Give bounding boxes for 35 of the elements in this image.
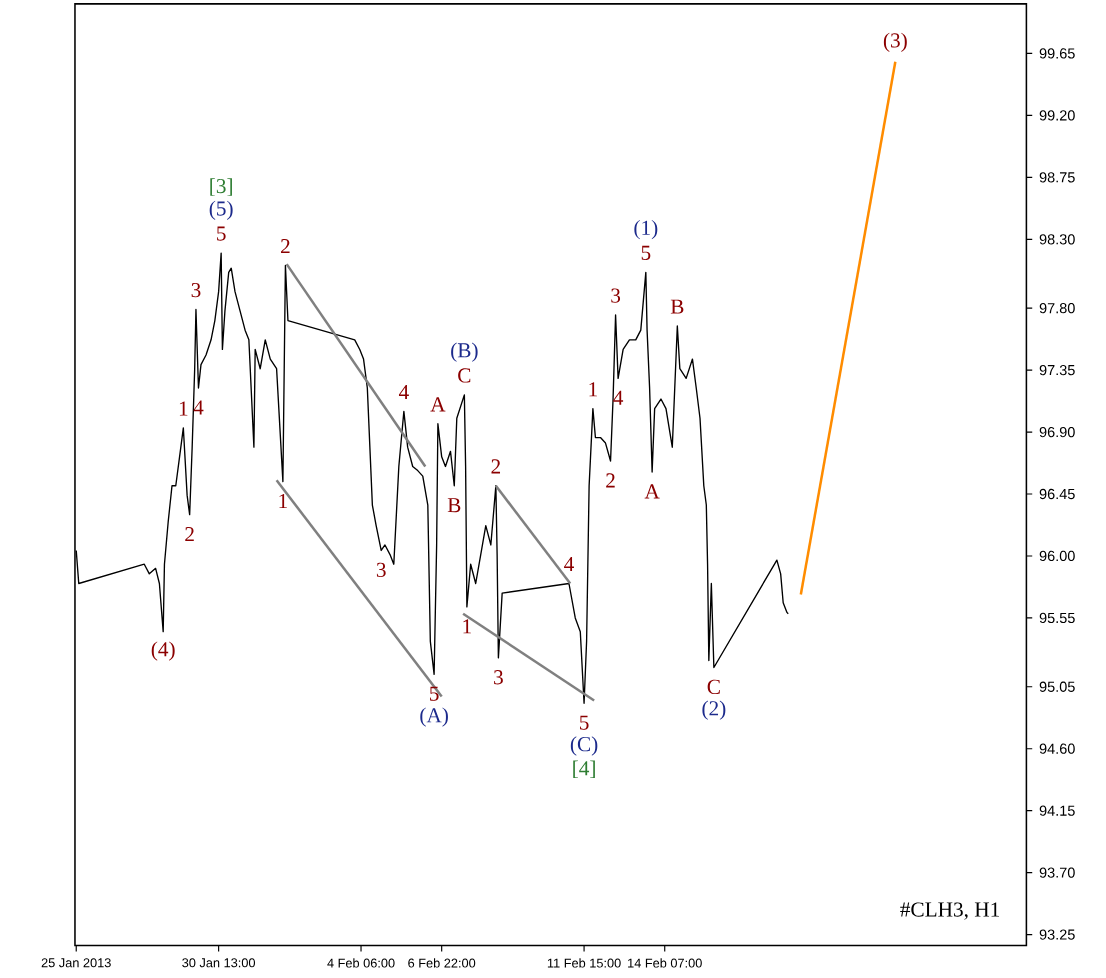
annotation: 2: [491, 459, 501, 474]
annotation: C: [458, 368, 471, 383]
annotation: 2: [281, 238, 290, 253]
annotation: 2: [606, 473, 615, 488]
annotation: B: [670, 299, 684, 314]
annotation: (2): [702, 700, 726, 720]
annotation: 2: [185, 526, 194, 541]
annotation: 5: [430, 686, 439, 701]
annotation: 5: [217, 226, 226, 241]
annotation: (1): [634, 219, 658, 239]
annotation: 3: [494, 669, 503, 685]
annotation: 3: [191, 282, 201, 297]
annotation: (B): [451, 342, 478, 362]
annotation: 5: [580, 715, 589, 730]
annotation: 1: [279, 493, 287, 508]
annotation: (5): [209, 200, 233, 220]
annotation: 1: [589, 381, 597, 396]
annotation: A: [430, 397, 446, 412]
annotation: [3]: [210, 177, 232, 196]
annotation: 1: [463, 619, 471, 634]
annotation: C: [707, 679, 720, 694]
annotation: (A): [420, 707, 448, 727]
annotation: (C): [570, 736, 598, 756]
annotation: 5: [641, 245, 651, 260]
annotation: (3): [883, 32, 907, 52]
annotation: 1: [179, 401, 188, 416]
annotation: [4]: [573, 760, 595, 778]
annotation: A: [644, 484, 660, 499]
annotation: 3: [376, 562, 386, 577]
annotation: 4: [398, 384, 409, 399]
annotation: 4: [564, 556, 574, 571]
annotation: #CLH3, H1: [900, 902, 999, 920]
annotation: (4): [151, 641, 175, 661]
annotation: 3: [611, 288, 621, 303]
annotation: B: [447, 497, 461, 512]
